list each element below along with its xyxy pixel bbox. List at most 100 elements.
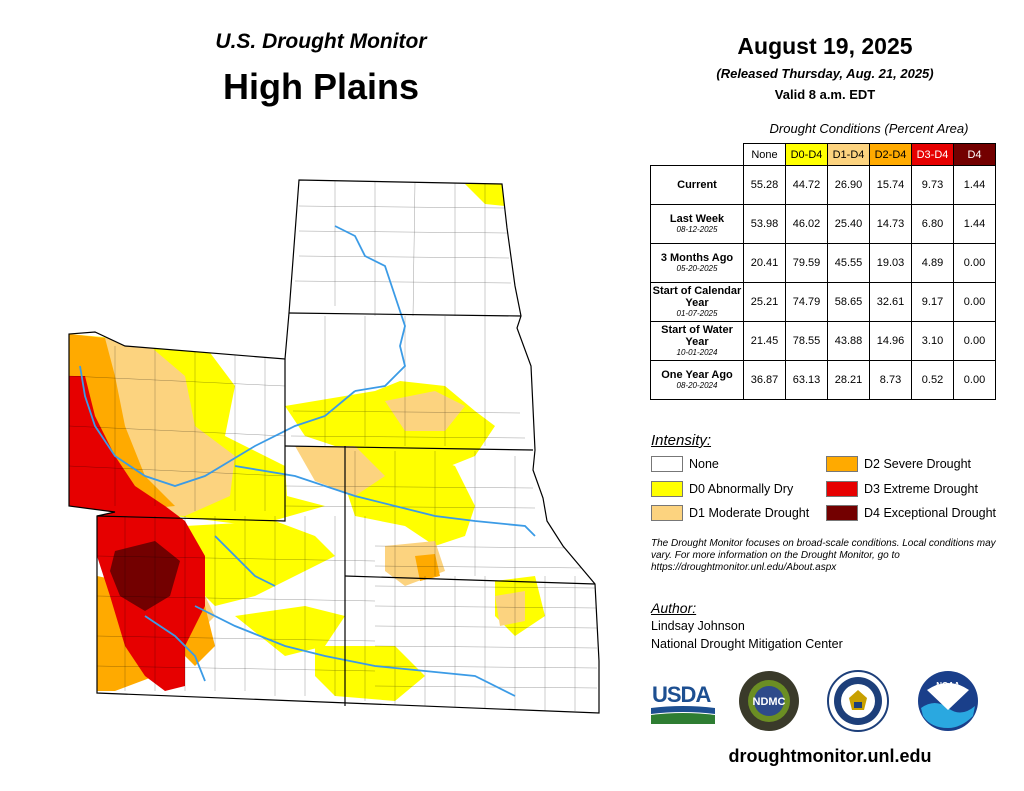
table-cell: 1.44 [953, 165, 996, 205]
svg-text:NOAA: NOAA [936, 681, 960, 690]
table-cell: 43.88 [827, 321, 870, 361]
product-title: U.S. Drought Monitor [215, 30, 427, 53]
map-date: August 19, 2025 [737, 33, 913, 59]
table-cell: 14.96 [869, 321, 912, 361]
table-cell: 6.80 [911, 204, 954, 244]
table-row: Start of Water Year 10-01-2024 21.45 78.55 4… [650, 321, 996, 361]
legend-label: None [689, 457, 719, 471]
row-date: 01-07-2025 [676, 309, 718, 318]
author-name: Lindsay Johnson [651, 619, 745, 633]
row-label-text: Last Week [669, 213, 725, 225]
table-cell: 78.55 [785, 321, 828, 361]
table-caption: Drought Conditions (Percent Area) [769, 121, 969, 136]
table-cell: 21.45 [743, 321, 786, 361]
drought-stats-table: None D0-D4 D1-D4 D2-D4 D3-D4 D4 Current 5… [650, 143, 996, 400]
ne-ks-border [344, 575, 596, 585]
row-label-text: One Year Ago [661, 369, 733, 381]
table-corner [650, 143, 744, 166]
row-date: 08-20-2024 [676, 381, 718, 390]
sd-ne-border [284, 445, 534, 451]
d4-areas [110, 541, 180, 611]
table-cell: 4.89 [911, 243, 954, 283]
row-label: Last Week 08-12-2025 [650, 204, 744, 244]
county-lines [69, 180, 598, 711]
table-cell: 44.72 [785, 165, 828, 205]
legend-title: Intensity: [651, 432, 712, 449]
table-cell: 0.52 [911, 360, 954, 400]
table-cell: 25.40 [827, 204, 870, 244]
table-cell: 0.00 [953, 360, 996, 400]
legend-swatch [651, 456, 683, 472]
legend-swatch [651, 505, 683, 521]
col-d0: D0-D4 [785, 143, 828, 166]
drought-map [68, 179, 600, 714]
row-label: 3 Months Ago 05-20-2025 [650, 243, 744, 283]
table-row: One Year Ago 08-20-2024 36.87 63.13 28.21 8.7… [650, 360, 996, 400]
table-cell: 58.65 [827, 282, 870, 322]
col-d2: D2-D4 [869, 143, 912, 166]
wy-co-border [96, 446, 286, 522]
row-label-text: Start of Calendar Year [652, 285, 742, 309]
legend-swatch [826, 456, 858, 472]
legend-label: D1 Moderate Drought [689, 506, 810, 520]
legend-label: D3 Extreme Drought [864, 482, 978, 496]
state-borders [68, 179, 600, 714]
row-label-text: Start of Water Year [661, 324, 733, 348]
noaa-logo: NOAA [918, 671, 978, 731]
table-cell: 25.21 [743, 282, 786, 322]
table-cell: 8.73 [869, 360, 912, 400]
table-cell: 53.98 [743, 204, 786, 244]
legend-label: D2 Severe Drought [864, 457, 972, 471]
legend-swatch [651, 481, 683, 497]
table-cell: 20.41 [743, 243, 786, 283]
ndmc-logo: NDMC [739, 671, 799, 731]
site-url[interactable]: droughtmonitor.unl.edu [728, 746, 932, 766]
table-cell: 0.00 [953, 282, 996, 322]
row-label: One Year Ago 08-20-2024 [650, 360, 744, 400]
nd-sd-border [288, 312, 522, 317]
legend-label: D4 Exceptional Drought [864, 506, 997, 520]
table-row: Last Week 08-12-2025 53.98 46.02 25.40 14.73 6… [650, 204, 996, 244]
table-header-row: None D0-D4 D1-D4 D2-D4 D3-D4 D4 [650, 143, 996, 166]
author-label: Author: [651, 600, 697, 616]
table-cell: 3.10 [911, 321, 954, 361]
table-cell: 14.73 [869, 204, 912, 244]
row-label: Start of Water Year 10-01-2024 [650, 321, 744, 361]
col-d4: D4 [953, 143, 996, 166]
table-cell: 45.55 [827, 243, 870, 283]
table-cell: 9.17 [911, 282, 954, 322]
rivers [79, 225, 536, 697]
table-cell: 9.73 [911, 165, 954, 205]
table-cell: 0.00 [953, 321, 996, 361]
table-cell: 15.74 [869, 165, 912, 205]
table-cell: 0.00 [953, 243, 996, 283]
table-cell: 26.90 [827, 165, 870, 205]
table-cell: 55.28 [743, 165, 786, 205]
table-row: 3 Months Ago 05-20-2025 20.41 79.59 45.55 19.… [650, 243, 996, 283]
row-date: 05-20-2025 [676, 264, 718, 273]
valid-time: Valid 8 a.m. EDT [774, 87, 876, 102]
row-label: Start of Calendar Year 01-07-2025 [650, 282, 744, 322]
table-cell: 63.13 [785, 360, 828, 400]
table-cell: 46.02 [785, 204, 828, 244]
row-date: 10-01-2024 [676, 348, 718, 357]
doc-seal-logo [827, 670, 889, 732]
table-cell: 79.59 [785, 243, 828, 283]
col-d1: D1-D4 [827, 143, 870, 166]
legend-swatch [826, 481, 858, 497]
col-d3: D3-D4 [911, 143, 954, 166]
row-label-text: Current [677, 179, 717, 191]
row-label-text: 3 Months Ago [660, 252, 734, 264]
row-label: Current [650, 165, 744, 205]
disclaimer-text: The Drought Monitor focuses on broad-sca… [651, 538, 996, 573]
svg-text:USDA: USDA [652, 682, 711, 707]
svg-text:NDMC: NDMC [753, 696, 786, 708]
legend-swatch [826, 505, 858, 521]
legend-label: D0 Abnormally Dry [689, 482, 794, 496]
table-cell: 74.79 [785, 282, 828, 322]
author-org: National Drought Mitigation Center [651, 637, 843, 651]
table-cell: 36.87 [743, 360, 786, 400]
row-date: 08-12-2025 [676, 225, 718, 234]
table-row: Current 55.28 44.72 26.90 15.74 9.73 1.44 [650, 165, 996, 205]
d3-areas [69, 376, 205, 691]
